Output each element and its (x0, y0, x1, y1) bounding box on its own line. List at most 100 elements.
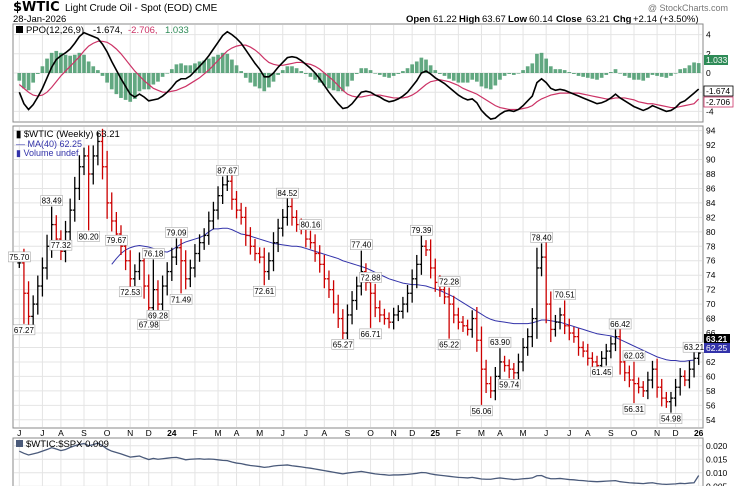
ppo-histogram-bar (239, 71, 243, 73)
ppo-histogram-bar (188, 65, 193, 73)
x-tick-label: D (409, 428, 415, 438)
ppo-histogram-bar (604, 73, 609, 75)
x-tick-label: S (608, 428, 614, 438)
price-legend-text: $WTIC (Weekly) 63.21 (24, 129, 120, 140)
price-bar (433, 258, 438, 292)
price-bar (650, 360, 655, 389)
price-bar (567, 318, 572, 341)
price-bar (377, 300, 382, 323)
price-bar (248, 227, 253, 255)
ppo-histogram-bar (391, 73, 396, 76)
ppo-legend-swatch (16, 26, 23, 33)
price-bar (451, 295, 456, 324)
x-tick-label: F (192, 428, 197, 438)
price-annotation-label: 56.31 (624, 405, 645, 414)
ppo-histogram-bar (96, 70, 100, 73)
ppo-histogram-bar (502, 73, 507, 76)
price-bar (128, 250, 133, 290)
price-annotation-label: 59.74 (499, 380, 520, 389)
price-annotation-box (146, 310, 170, 321)
price-annotation-box (253, 285, 276, 297)
ppo-tick-label: 0 (706, 68, 711, 78)
price-bar (266, 252, 271, 280)
price-bar (211, 201, 216, 230)
ppo-histogram-bar (22, 73, 26, 89)
price-annotation-label: 75.70 (9, 253, 30, 262)
ppo-histogram-bar (290, 66, 294, 73)
price-annotation-label: 77.40 (351, 241, 372, 250)
ppo-histogram-bar (206, 58, 211, 73)
ppo-hist-tag-bg (704, 55, 728, 65)
price-annotation-box (118, 286, 142, 298)
price-annotation-label: 79.39 (411, 226, 432, 235)
price-bar (165, 262, 170, 296)
price-tags: 63.21 62.25 (704, 334, 730, 353)
ppo-histogram-bar (484, 73, 488, 89)
ppo-histogram-bar (169, 69, 174, 73)
ppo-histogram-bar (465, 73, 470, 83)
ppo-histogram-bar (220, 52, 225, 73)
x-tick-label: F (456, 428, 461, 438)
x-tick-label: D (146, 428, 152, 438)
price-annotation: 56.31 (622, 403, 646, 415)
price-bar (627, 365, 632, 388)
ppo-line (18, 30, 700, 120)
ppo-histogram-bar (294, 68, 299, 73)
ppo-histogram-bar (387, 73, 391, 78)
ppo-histogram-bar (285, 66, 290, 73)
price-bar (326, 270, 331, 298)
price-annotation: 59.74 (497, 379, 521, 390)
price-annotation: 63.21 (682, 341, 706, 353)
ppo-histogram-bar (507, 73, 512, 74)
price-bar (317, 245, 322, 273)
ppo-histogram-bar (696, 63, 701, 73)
ppo-histogram-bar (419, 57, 424, 73)
ppo-signal-tag-bg (703, 96, 734, 108)
price-tick-label: 74 (706, 270, 716, 280)
price-bar (91, 145, 96, 185)
price-bar (479, 326, 484, 405)
price-bar (354, 276, 359, 310)
ppo-histogram-bar (659, 73, 664, 77)
ppo-histogram-bar (280, 70, 285, 73)
ppo-histogram-bar (456, 73, 461, 83)
ppo-histogram-bar (632, 73, 636, 80)
ppo-histogram-bar (216, 54, 220, 73)
price-bars (17, 128, 701, 413)
price-bar (45, 234, 50, 280)
price-annotation-label: 56.06 (471, 407, 492, 416)
x-tick-label: J (304, 428, 308, 438)
price-bar (188, 259, 193, 288)
price-bar (322, 254, 327, 289)
price-annotation-box (488, 336, 512, 348)
price-bar (229, 170, 234, 210)
price-annotation-box (8, 251, 31, 263)
price-annotation: 67.98 (137, 319, 160, 330)
price-annotation-box (553, 289, 576, 300)
price-bar (271, 232, 276, 272)
price-tick-label: 94 (706, 126, 716, 136)
x-tick-label: J (17, 428, 21, 438)
price-annotation-box (142, 248, 165, 259)
price-annotation-label: 76.18 (143, 249, 164, 258)
price-annotation-box (299, 219, 322, 230)
price-tick-label: 88 (706, 169, 716, 179)
ppo-histogram-bar (576, 73, 581, 76)
price-legend-title: ▮ $WTIC (Weekly) 63.21 (16, 129, 120, 140)
price-annotation-label: 70.51 (555, 290, 576, 299)
ppo-histogram-bar (82, 54, 86, 73)
x-tick-label: O (631, 428, 638, 438)
ppo-histogram-bar (354, 73, 359, 74)
price-bar (192, 244, 197, 278)
ppo-histogram-bar (114, 73, 119, 95)
ppo-histogram-bar (585, 73, 590, 78)
price-annotation-label: 72.53 (120, 288, 141, 297)
price-bar (308, 230, 313, 249)
ppo-tick-label: -4 (706, 106, 714, 116)
high-value: 63.67 (482, 14, 506, 25)
price-legend-ma: — MA(40) 62.25 (16, 139, 82, 149)
ppo-histogram-bar (377, 73, 382, 75)
price-bar (562, 300, 567, 335)
price-annotation: 61.45 (590, 366, 613, 378)
